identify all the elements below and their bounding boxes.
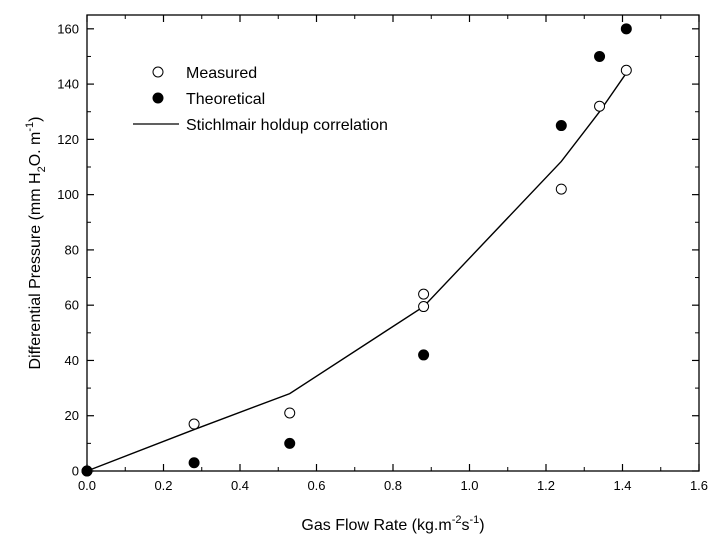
y-tick-label: 40 — [65, 353, 79, 368]
x-axis-title-superscript-2: -1 — [469, 514, 479, 526]
point-measured — [555, 183, 567, 195]
y-tick-label: 80 — [65, 242, 79, 257]
y-axis-title: Differential Pressure (mm H2O. m-1) — [24, 117, 48, 370]
x-axis-title-suffix: ) — [479, 517, 484, 534]
y-tick-label: 100 — [57, 187, 79, 202]
data-series — [81, 23, 632, 477]
y-tick-label: 140 — [57, 77, 79, 92]
point-measured — [418, 288, 430, 300]
x-tick-label: 0.4 — [231, 478, 249, 493]
x-tick-label: 0.0 — [78, 478, 96, 493]
y-axis-title-prefix: Differential Pressure (mm H — [27, 172, 44, 369]
x-axis-title-superscript-1: -2 — [452, 514, 462, 526]
legend-label-correlation: Stichlmair holdup correlation — [186, 117, 388, 134]
point-measured — [418, 301, 430, 313]
point-measured — [620, 64, 632, 76]
y-tick-label: 20 — [65, 408, 79, 423]
legend-marker-theoretical — [152, 92, 164, 104]
x-axis-title: Gas Flow Rate (kg.m-2s-1) — [301, 514, 484, 534]
y-axis-title-superscript: -1 — [24, 122, 36, 132]
point-measured — [284, 407, 296, 419]
point-theoretical — [418, 349, 430, 361]
point-theoretical — [284, 437, 296, 449]
x-tick-label: 0.8 — [384, 478, 402, 493]
y-tick-label: 120 — [57, 132, 79, 147]
x-tick-label: 1.4 — [613, 478, 631, 493]
y-axis-title-suffix: ) — [27, 117, 44, 122]
x-axis-title-mid: s — [461, 517, 469, 534]
y-axis-title-mid: O. m — [27, 132, 44, 167]
x-tick-label: 1.6 — [690, 478, 708, 493]
legend-marker-measured — [152, 66, 164, 78]
point-measured — [594, 100, 606, 112]
plot-frame — [86, 14, 700, 472]
x-axis-title-prefix: Gas Flow Rate (kg.m — [301, 517, 451, 534]
point-measured — [188, 418, 200, 430]
x-tick-label: 1.2 — [537, 478, 555, 493]
point-theoretical — [188, 457, 200, 469]
point-theoretical — [594, 50, 606, 62]
legend-label-measured: Measured — [186, 65, 257, 82]
point-theoretical — [81, 465, 93, 477]
y-tick-label: 160 — [57, 21, 79, 36]
x-tick-label: 0.6 — [307, 478, 325, 493]
legend: Measured Theoretical Stichlmair holdup c… — [133, 65, 388, 134]
y-tick-label: 0 — [72, 464, 79, 479]
legend-label-theoretical: Theoretical — [186, 91, 265, 108]
y-axis-ticks: 0 20 40 60 80 100 120 140 160 — [57, 21, 699, 479]
y-axis-title-subscript: 2 — [36, 166, 48, 172]
y-tick-label: 60 — [65, 298, 79, 313]
x-tick-label: 1.0 — [460, 478, 478, 493]
point-theoretical — [620, 23, 632, 35]
x-axis-ticks: 0.0 0.2 0.4 0.6 0.8 1.0 1.2 1.4 1.6 — [78, 15, 708, 493]
x-tick-label: 0.2 — [154, 478, 172, 493]
point-theoretical — [555, 120, 567, 132]
